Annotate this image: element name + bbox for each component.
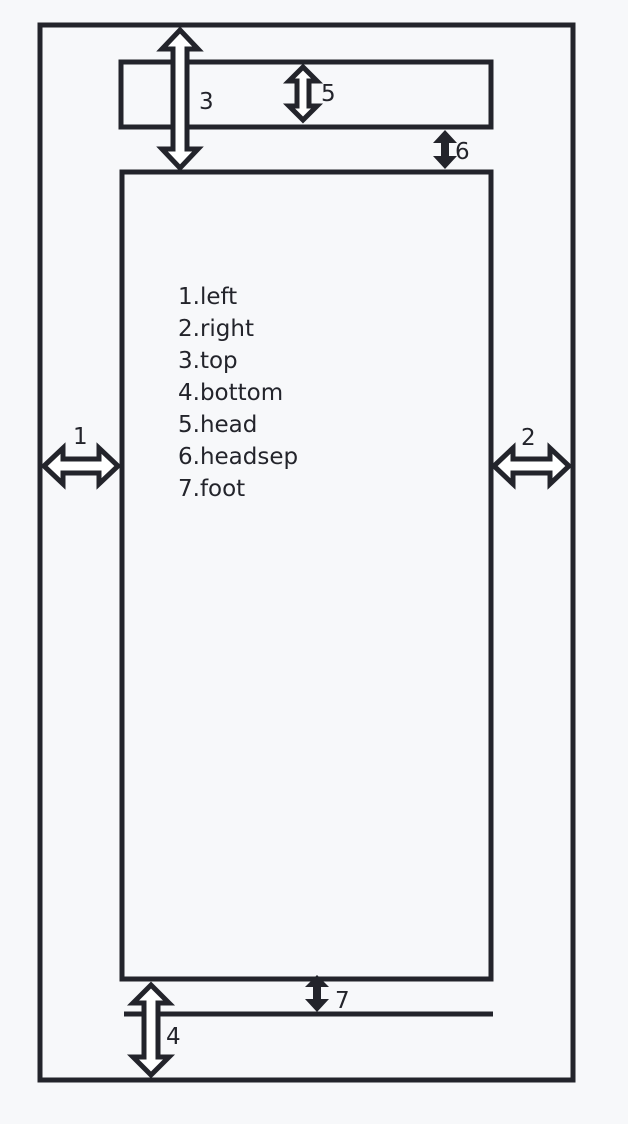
foot-distance-label: 7 <box>335 988 350 1014</box>
legend-item-left: 1.left <box>178 284 238 310</box>
legend-item-head: 5.head <box>178 412 258 438</box>
headsep-arrow-icon <box>433 130 457 169</box>
legend-item-bottom: 4.bottom <box>178 380 284 406</box>
page-border <box>37 22 576 1083</box>
legend-list: 1.left 2.right 3.top 4.bottom 5.head 6.h… <box>178 281 298 505</box>
legend-item-foot: 7.foot <box>178 476 246 502</box>
top-margin-arrow-icon <box>156 26 204 172</box>
right-margin-label: 2 <box>521 425 536 451</box>
top-margin-label: 3 <box>199 89 214 115</box>
left-margin-arrow-icon <box>40 442 122 490</box>
head-height-arrow-icon <box>282 63 324 124</box>
foot-distance-arrow-icon <box>305 975 329 1012</box>
bottom-margin-arrow-icon <box>126 981 176 1079</box>
bottom-margin-label: 4 <box>166 1024 181 1050</box>
right-margin-arrow-icon <box>490 442 573 490</box>
legend-item-headsep: 6.headsep <box>178 444 299 470</box>
headsep-label: 6 <box>455 139 470 165</box>
legend-item-right: 2.right <box>178 316 254 342</box>
head-box <box>118 59 494 130</box>
left-margin-label: 1 <box>73 424 88 450</box>
head-height-label: 5 <box>321 81 336 107</box>
legend-item-top: 3.top <box>178 348 238 374</box>
body-box <box>119 169 494 982</box>
